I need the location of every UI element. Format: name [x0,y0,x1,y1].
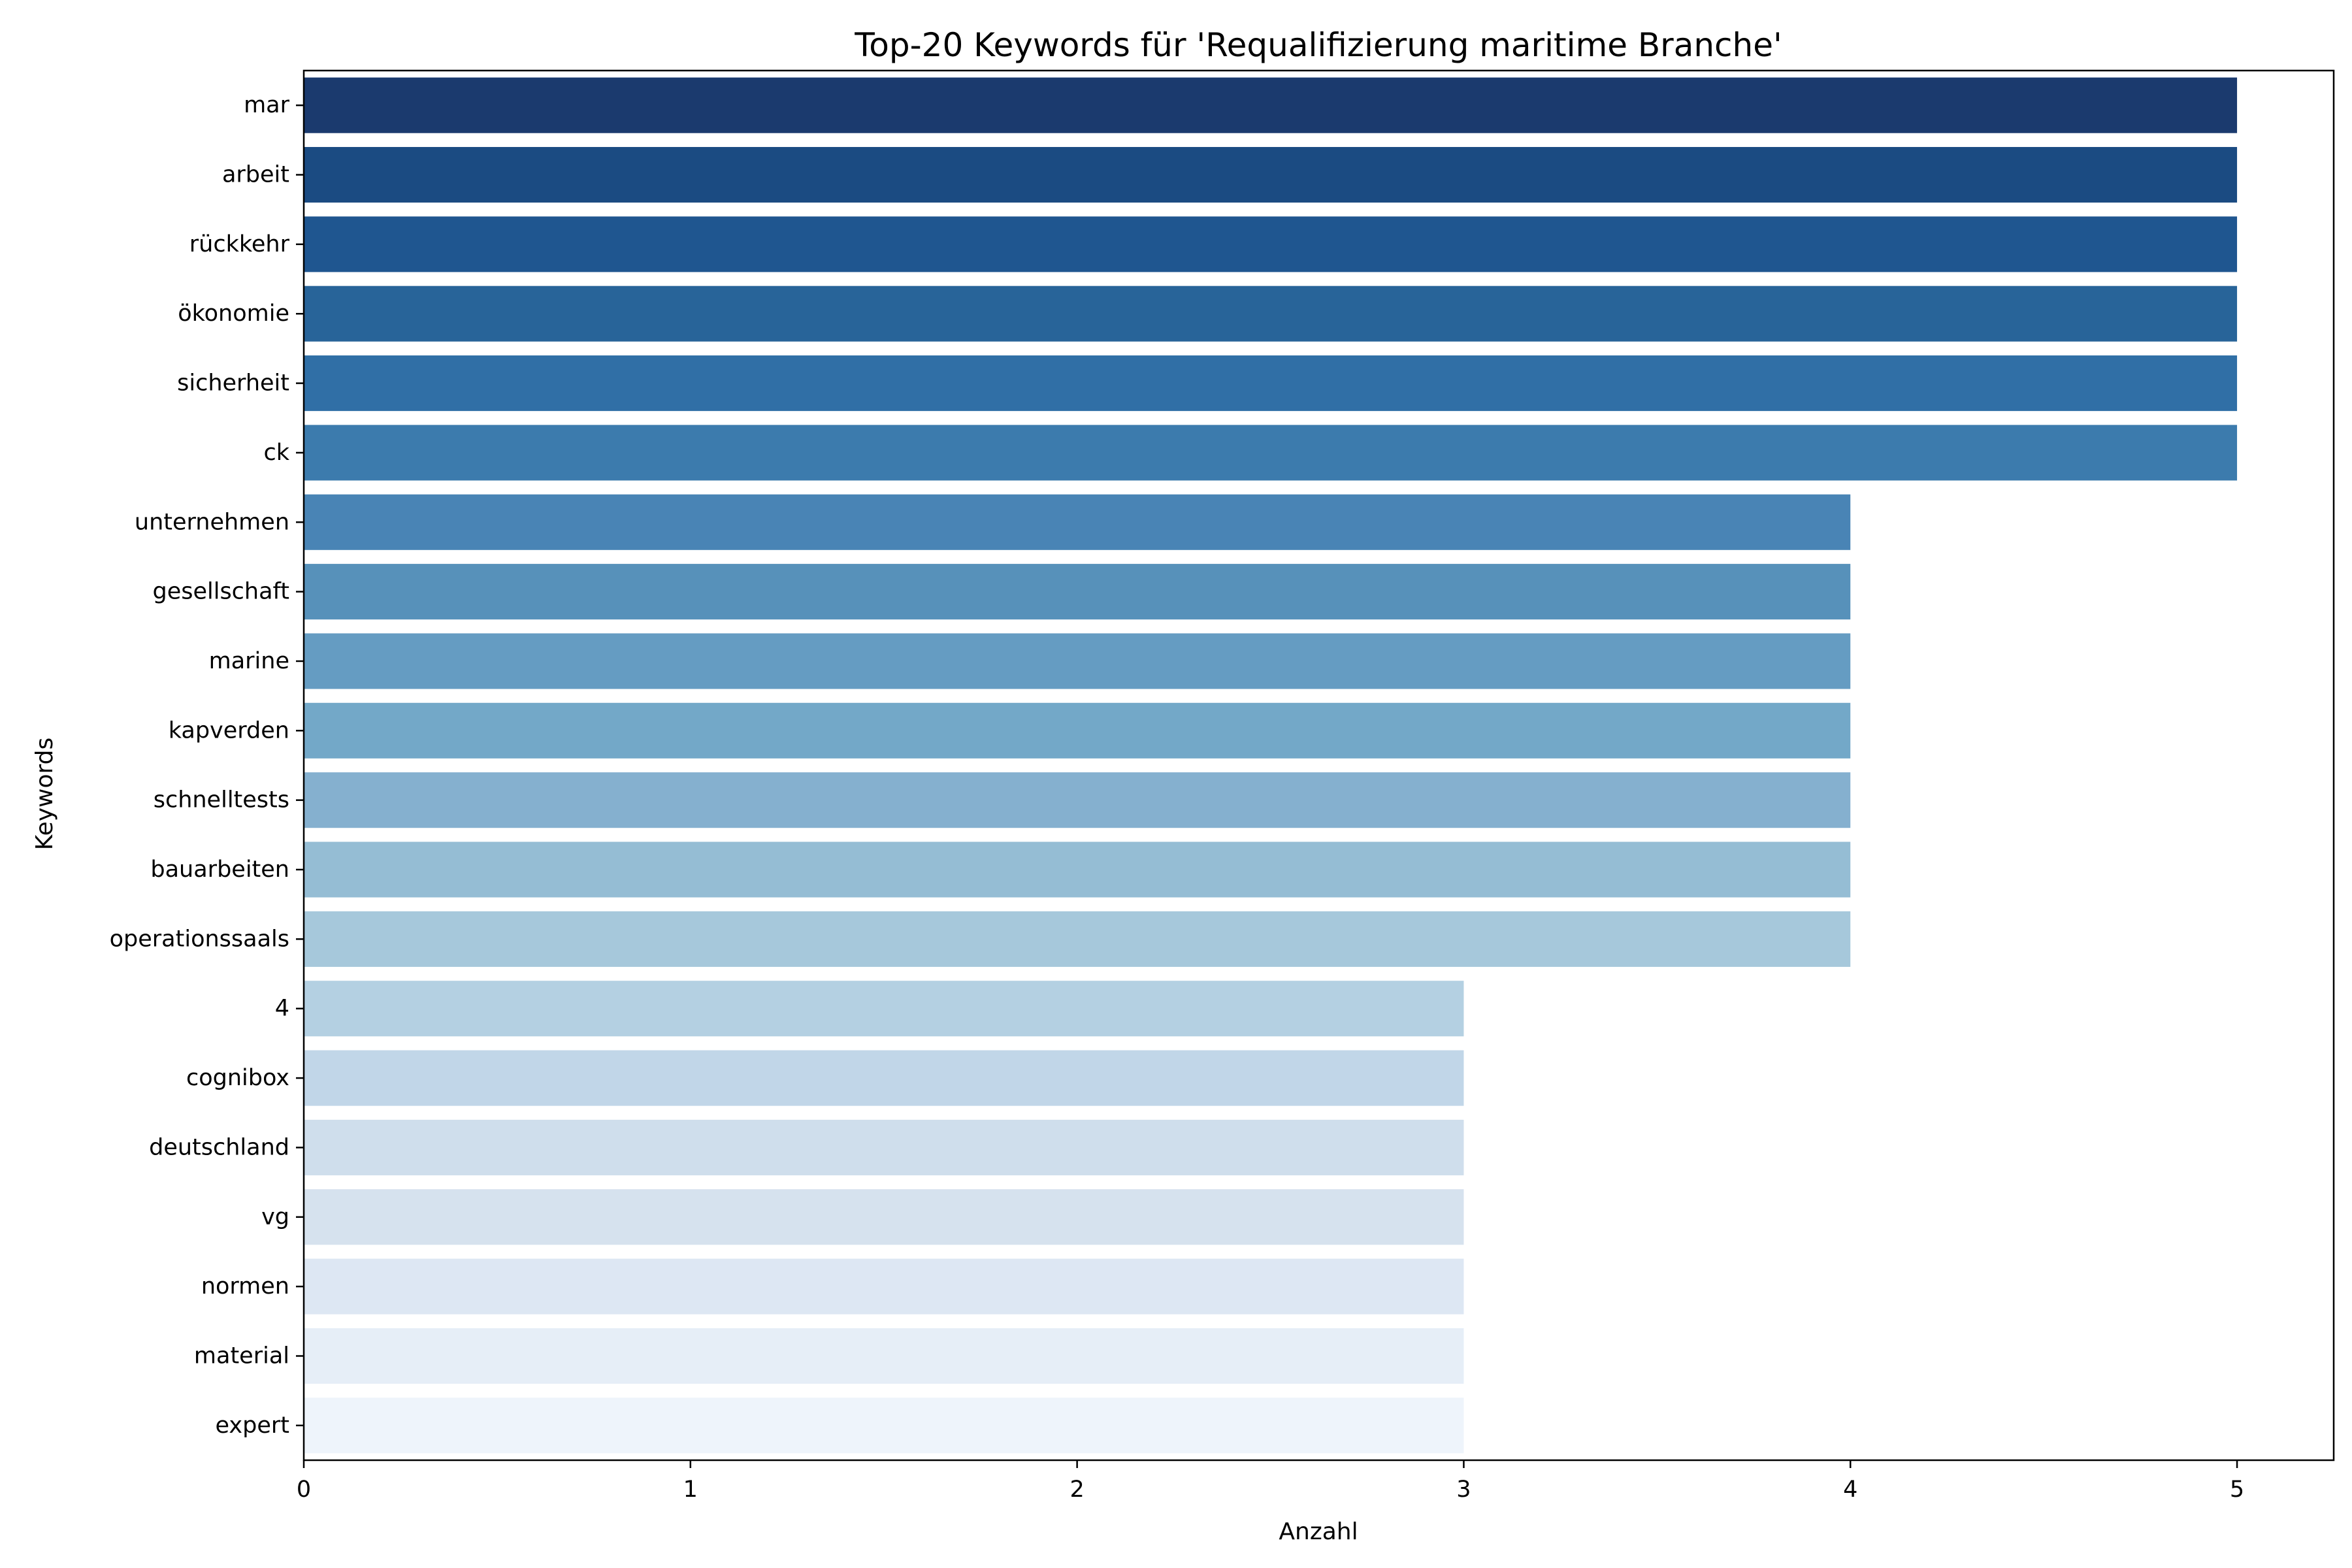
bar-unternehmen [304,494,1851,550]
y-tick-label-mar: mar [244,92,290,118]
x-tick-label-0: 0 [297,1477,311,1503]
bar-gesellschaft [304,564,1851,620]
y-tick-label-marine: marine [209,648,289,674]
bars-group [304,77,2238,1454]
y-tick-label-unternehmen: unternehmen [135,509,289,535]
y-tick-label-material: material [194,1343,289,1369]
bar-vg [304,1189,1464,1245]
y-tick-label-expert: expert [216,1413,290,1439]
bar-schnelltests [304,772,1851,828]
bar-material [304,1328,1464,1384]
plot-frame [302,69,2335,1462]
x-tick-label-5: 5 [2230,1477,2244,1503]
bar-4 [304,981,1464,1037]
y-tick-label-deutschland: deutschland [149,1134,289,1160]
bar-deutschland [304,1119,1464,1175]
x-axis-ticks: 0 1 2 3 4 5 [297,1460,2244,1503]
y-tick-label-4: 4 [275,996,289,1022]
bar-ck [304,425,2238,481]
y-tick-label-operationssaals: operationssaals [110,926,289,952]
y-tick-label-sicherheit: sicherheit [177,370,289,397]
chart-title: Top-20 Keywords für 'Requalifizierung ma… [854,26,1782,64]
y-tick-label-bauarbeiten: bauarbeiten [150,857,289,883]
y-tick-label-cognibox: cognibox [186,1065,289,1091]
y-tick-label-ck: ck [263,440,289,466]
x-tick-label-3: 3 [1456,1477,1471,1503]
bar-normen [304,1258,1464,1315]
x-tick-label-1: 1 [683,1477,698,1503]
bar-cognibox [304,1050,1464,1106]
bar-marine [304,633,1851,689]
bar-operationssaals [304,911,1851,967]
x-tick-label-4: 4 [1843,1477,1857,1503]
bar-bauarbeiten [304,841,1851,898]
y-axis-ticks: mar arbeit rückkehr ökonomie sicherheit ck unt… [110,92,304,1439]
y-tick-label-ruckkehr: rückkehr [189,231,290,257]
y-axis-label: Keywords [31,738,58,851]
y-tick-label-normen: normen [201,1273,289,1299]
y-tick-label-okonomie: ökonomie [178,301,289,327]
bar-sicherheit [304,355,2238,412]
y-tick-label-gesellschaft: gesellschaft [152,579,289,605]
bar-ruckkehr [304,216,2238,272]
y-tick-label-vg: vg [261,1204,289,1230]
bar-okonomie [304,286,2238,342]
y-tick-label-kapverden: kapverden [169,717,289,743]
x-tick-label-2: 2 [1070,1477,1084,1503]
bar-arbeit [304,146,2238,203]
bar-kapverden [304,702,1851,759]
bar-expert [304,1397,1464,1454]
y-tick-label-schnelltests: schnelltests [154,787,289,813]
y-tick-label-arbeit: arbeit [222,162,289,188]
bar-mar [304,77,2238,133]
x-axis-label: Anzahl [1279,1518,1358,1545]
